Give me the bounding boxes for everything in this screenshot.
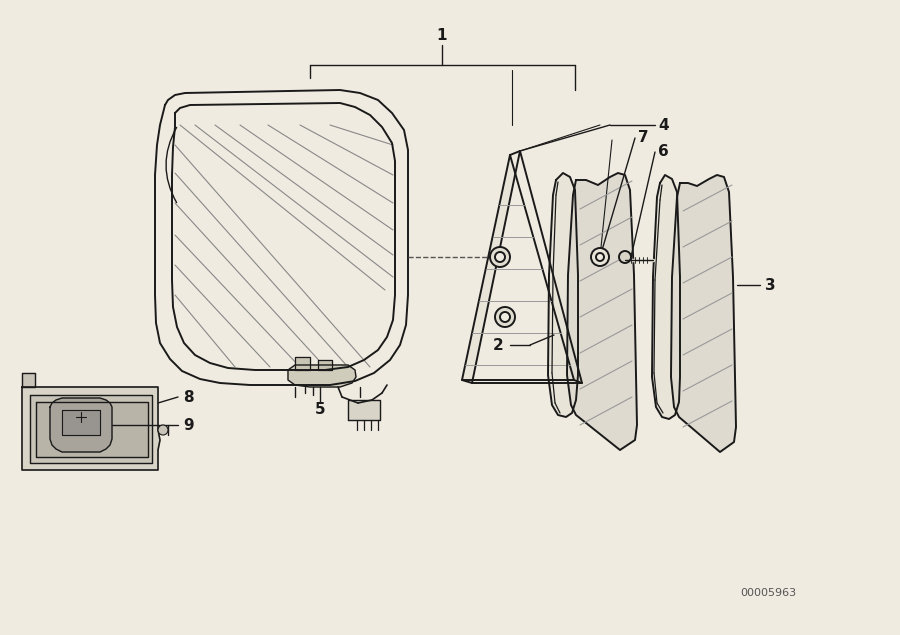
Polygon shape [295,357,310,370]
Circle shape [490,247,510,267]
Text: 6: 6 [658,145,669,159]
Polygon shape [36,402,148,457]
Polygon shape [22,373,35,387]
Circle shape [591,248,609,266]
Text: 00005963: 00005963 [740,588,796,598]
Text: 3: 3 [765,277,776,293]
Circle shape [619,251,631,263]
Circle shape [495,252,505,262]
Circle shape [500,312,510,322]
Text: 8: 8 [183,389,194,404]
Polygon shape [472,151,582,383]
Polygon shape [652,175,680,419]
Text: 7: 7 [638,131,649,145]
Polygon shape [30,395,152,463]
Polygon shape [671,175,736,452]
Polygon shape [172,103,395,370]
Polygon shape [50,398,112,452]
Polygon shape [22,387,160,470]
Text: 4: 4 [658,117,669,133]
Polygon shape [348,400,380,420]
Text: 1: 1 [436,27,447,43]
Polygon shape [567,173,637,450]
Polygon shape [462,155,574,380]
Polygon shape [62,410,100,435]
Text: 9: 9 [183,417,194,432]
Text: 5: 5 [315,403,325,417]
Polygon shape [288,365,356,387]
Polygon shape [548,173,578,417]
Polygon shape [155,90,408,385]
Circle shape [596,253,604,261]
Circle shape [495,307,515,327]
Circle shape [158,425,168,435]
Text: 2: 2 [492,337,503,352]
Polygon shape [318,360,332,370]
